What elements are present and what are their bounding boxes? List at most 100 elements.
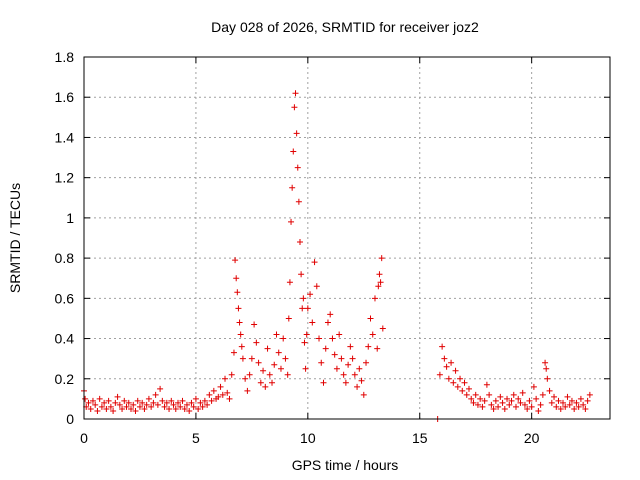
data-point [208, 397, 215, 404]
data-point [557, 405, 564, 412]
y-tick-label: 0.6 [55, 290, 75, 306]
data-point [571, 405, 578, 412]
data-point [299, 305, 306, 312]
data-point [230, 349, 237, 356]
data-point [236, 319, 243, 326]
data-point [566, 401, 573, 408]
data-point [103, 405, 110, 412]
data-point [542, 359, 549, 366]
data-point [457, 375, 464, 382]
data-point [360, 391, 367, 398]
data-point [497, 393, 504, 400]
x-tick-label: 0 [80, 430, 88, 446]
data-point [215, 393, 222, 400]
data-point [186, 407, 193, 414]
data-point [266, 371, 273, 378]
data-point [377, 279, 384, 286]
data-point [282, 355, 289, 362]
data-point [501, 405, 508, 412]
data-point [539, 391, 546, 398]
data-point [304, 305, 311, 312]
data-point [292, 90, 299, 97]
data-point [307, 291, 314, 298]
data-point [316, 335, 323, 342]
data-point [280, 335, 287, 342]
data-point [264, 345, 271, 352]
data-point [222, 375, 229, 382]
data-point [546, 387, 553, 394]
data-point [110, 407, 117, 414]
data-point [354, 383, 361, 390]
data-point [275, 349, 282, 356]
data-point [369, 331, 376, 338]
data-point [311, 259, 318, 266]
data-point [356, 365, 363, 372]
data-point [163, 399, 170, 406]
data-point [530, 383, 537, 390]
data-point [441, 355, 448, 362]
data-point [512, 403, 519, 410]
data-point [508, 397, 515, 404]
data-point [239, 355, 246, 362]
data-point [524, 405, 531, 412]
data-point [166, 405, 173, 412]
data-point [145, 395, 152, 402]
data-point [238, 343, 245, 350]
data-point [510, 391, 517, 398]
data-point [148, 403, 155, 410]
data-point [237, 331, 244, 338]
data-point [257, 379, 264, 386]
data-point [175, 399, 182, 406]
data-point [284, 371, 291, 378]
data-point [358, 377, 365, 384]
data-point [157, 385, 164, 392]
data-point [465, 385, 472, 392]
data-point [210, 387, 217, 394]
data-point [309, 319, 316, 326]
data-point [232, 257, 239, 264]
data-point [87, 405, 94, 412]
data-point [436, 371, 443, 378]
data-point [89, 397, 96, 404]
data-point [526, 397, 533, 404]
data-point [499, 399, 506, 406]
data-point [559, 399, 566, 406]
data-point [85, 399, 92, 406]
data-point [168, 397, 175, 404]
data-point [228, 371, 235, 378]
data-points [81, 90, 593, 422]
data-point [454, 383, 461, 390]
tick-labels: 0 0.2 0.4 0.6 0.8 1 1.2 1.4 1.6 1.8 0 5 10 15 20 [55, 49, 540, 446]
data-point [289, 184, 296, 191]
data-point [318, 359, 325, 366]
data-point [345, 361, 352, 368]
data-point [269, 379, 276, 386]
data-point [255, 359, 262, 366]
data-point [470, 399, 477, 406]
data-point [320, 379, 327, 386]
data-point [327, 311, 334, 318]
data-point [477, 395, 484, 402]
data-point [251, 321, 258, 328]
data-point [101, 399, 108, 406]
data-point [488, 401, 495, 408]
data-point [260, 367, 267, 374]
data-point [219, 391, 226, 398]
data-point [533, 395, 540, 402]
data-point [342, 379, 349, 386]
data-point [233, 275, 240, 282]
data-point [302, 365, 309, 372]
data-point [293, 130, 300, 137]
data-point [125, 399, 132, 406]
data-point [336, 331, 343, 338]
data-point [376, 271, 383, 278]
data-point [119, 405, 126, 412]
data-point [463, 391, 470, 398]
data-point [329, 335, 336, 342]
data-point [367, 315, 374, 322]
data-point [303, 331, 310, 338]
data-point [580, 401, 587, 408]
data-point [577, 395, 584, 402]
data-point [226, 395, 233, 402]
data-point [114, 393, 121, 400]
